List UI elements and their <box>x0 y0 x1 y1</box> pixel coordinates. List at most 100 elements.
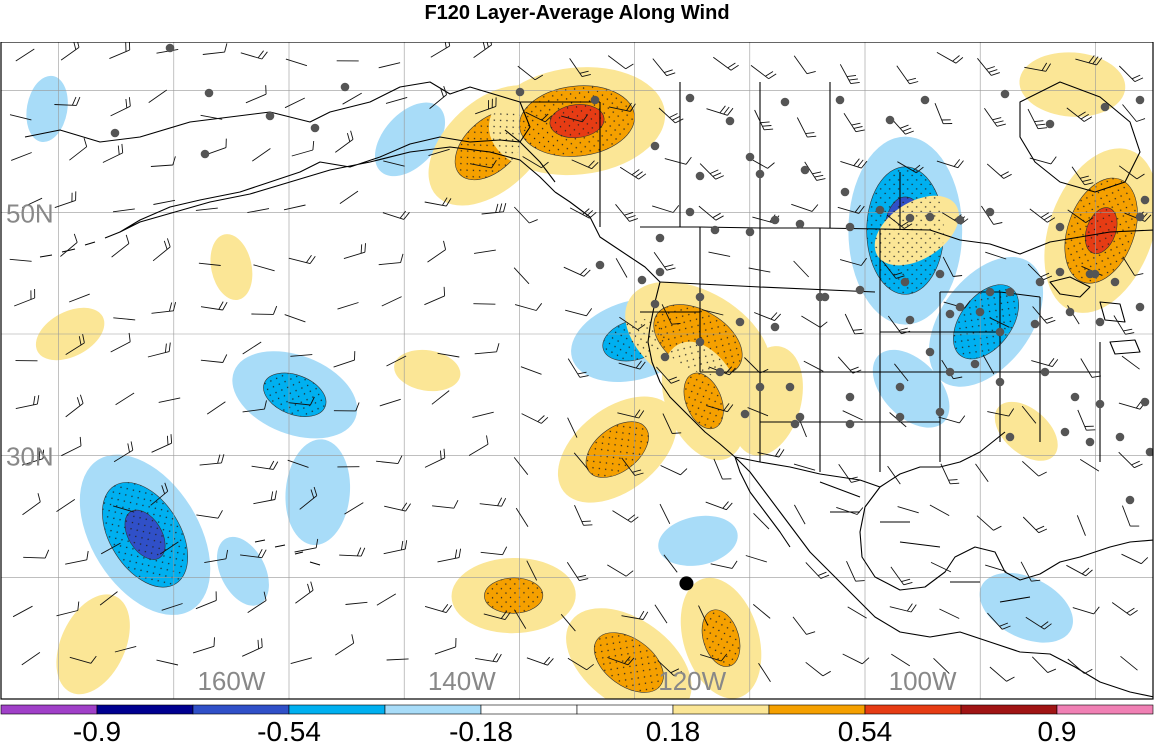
wind-barb <box>847 606 867 619</box>
station-dot <box>1030 319 1040 329</box>
station-dot <box>1070 392 1080 402</box>
wind-barb <box>758 662 771 682</box>
wind-barb <box>1118 451 1143 469</box>
wind-barb <box>1021 405 1037 424</box>
station-dot <box>835 95 845 105</box>
wind-barb <box>560 614 576 632</box>
wind-barb <box>705 501 733 511</box>
wind-barb <box>801 315 828 328</box>
wind-barb <box>333 402 360 412</box>
wind-barb <box>1032 306 1056 324</box>
wind-barb <box>663 554 678 573</box>
wind-barb <box>437 352 460 358</box>
wind-barb <box>69 137 88 161</box>
wind-barb <box>708 251 731 257</box>
hawaii <box>254 539 321 566</box>
stippled-area <box>866 166 944 295</box>
wind-barb <box>617 409 645 419</box>
station-dot <box>845 222 855 232</box>
stippled-area <box>953 284 1019 359</box>
anomaly-contour <box>1019 52 1126 117</box>
anomaly-contour <box>994 401 1058 461</box>
wind-barb <box>621 610 649 620</box>
wind-barb <box>376 455 403 465</box>
wind-barb <box>383 160 405 167</box>
wind-barb <box>1031 656 1057 674</box>
wind-barb <box>253 264 275 272</box>
wind-barb <box>654 604 668 624</box>
station-dot <box>800 165 810 175</box>
wind-barb <box>54 191 77 209</box>
colorbar-tick-label: -0.18 <box>449 716 513 743</box>
wind-barb <box>386 355 407 367</box>
wind-barb <box>652 58 676 77</box>
station-dot <box>845 419 855 429</box>
wind-barb <box>475 97 497 115</box>
wind-barb <box>659 503 671 525</box>
wind-barb <box>977 58 1000 76</box>
station-dot <box>985 207 995 217</box>
wind-barb <box>753 604 771 619</box>
wind-barb <box>152 238 171 262</box>
colorbar-boxes <box>0 704 1154 715</box>
wind-barb <box>842 410 863 421</box>
station-dot <box>795 219 805 229</box>
wind-barb <box>381 296 402 307</box>
lon-tick-label: 100W <box>889 666 957 696</box>
lat-tick-label: 30N <box>6 442 54 472</box>
wind-barb <box>1066 564 1093 577</box>
wind-barb <box>744 357 769 374</box>
station-dot <box>590 95 600 105</box>
station-dot <box>955 215 965 225</box>
wind-barb <box>200 114 223 120</box>
wind-barb <box>748 267 771 273</box>
station-dot <box>955 302 965 312</box>
wind-barb <box>56 499 76 512</box>
anomaly-contour <box>872 349 950 428</box>
wind-barb <box>984 108 1006 127</box>
station-dot <box>900 277 910 287</box>
wind-barb <box>69 655 97 664</box>
wind-barb <box>344 502 364 515</box>
wind-barb <box>710 560 738 569</box>
wind-barb <box>99 591 118 606</box>
us-mexico-border <box>734 456 881 488</box>
wind-barb <box>982 354 995 375</box>
station-dot <box>310 123 320 133</box>
wind-barb <box>567 358 589 378</box>
wind-barb <box>792 616 816 635</box>
wind-barb <box>295 581 314 604</box>
wind-barb <box>9 258 32 262</box>
wind-barb <box>343 243 366 260</box>
wind-barb <box>986 163 1012 179</box>
wind-barb <box>894 363 909 382</box>
anomaly-contour <box>731 346 803 456</box>
wind-barb <box>1122 104 1146 122</box>
wind-barb <box>151 301 177 314</box>
anomaly-contour <box>374 102 446 177</box>
wind-barb <box>805 562 830 579</box>
wind-barb <box>889 603 917 613</box>
wind-barb <box>198 262 221 266</box>
wind-barb <box>385 96 408 104</box>
lat-lon-grid <box>1 42 1153 699</box>
wind-barb <box>65 394 84 418</box>
wind-barb <box>379 398 401 407</box>
wind-barb <box>664 156 692 165</box>
wind-barb <box>897 161 924 174</box>
wind-barb <box>657 660 682 676</box>
wind-barb <box>288 396 315 406</box>
wind-barb <box>938 415 966 424</box>
wind-barb <box>837 204 865 214</box>
wind-barb <box>156 659 179 666</box>
wind-barb <box>23 549 50 559</box>
station-dot <box>1140 397 1150 407</box>
station-dot <box>795 412 805 422</box>
station-dot <box>995 327 1005 337</box>
station-dot <box>1035 277 1045 287</box>
station-dot <box>1145 447 1153 457</box>
coastlines-borders <box>24 81 1153 698</box>
wind-barb <box>382 210 410 220</box>
wind-barb <box>159 541 179 555</box>
wind-barb <box>929 504 950 516</box>
